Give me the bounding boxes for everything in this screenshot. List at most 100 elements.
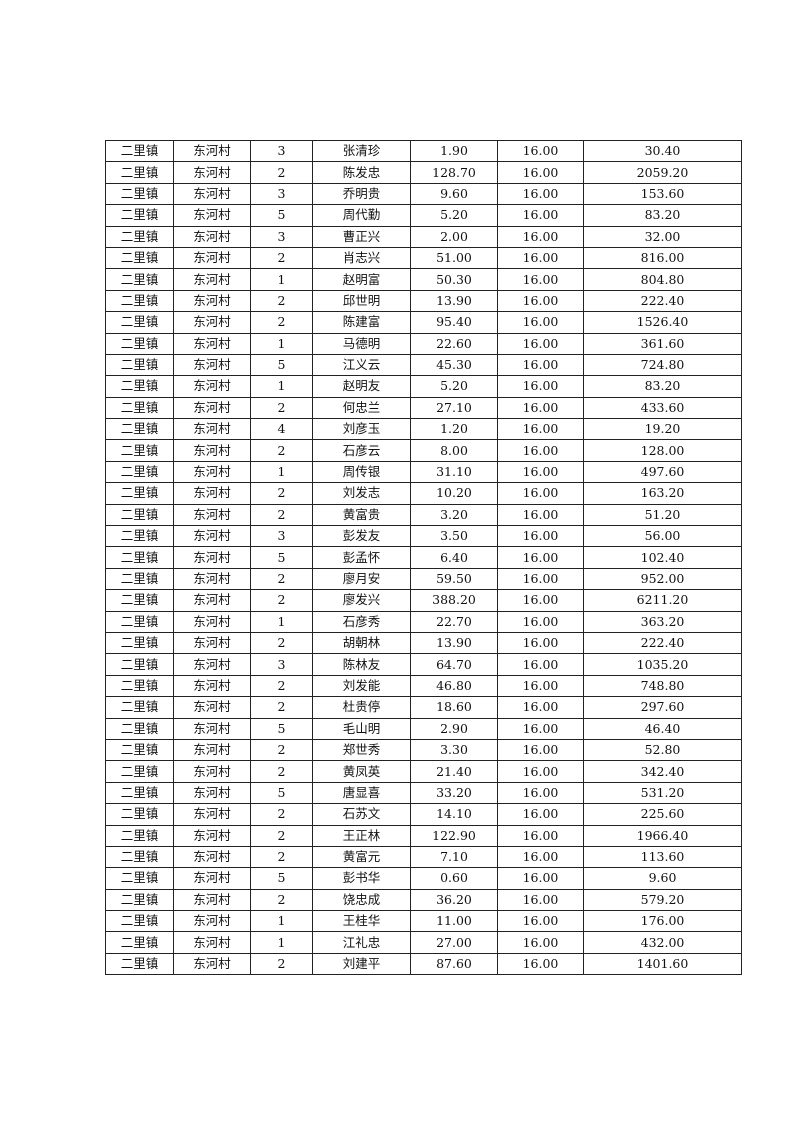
cell-quantity: 13.90 (410, 631, 498, 655)
cell-unit-price: 16.00 (497, 631, 584, 655)
cell-village: 东河村 (173, 910, 251, 933)
cell-quantity: 27.10 (410, 396, 498, 420)
cell-quantity: 3.30 (410, 738, 498, 762)
cell-unit-price: 16.00 (497, 760, 584, 783)
cell-unit-price: 16.00 (497, 589, 584, 612)
cell-unit-price: 16.00 (497, 353, 584, 377)
cell-group: 1 (250, 268, 313, 291)
cell-unit-price: 16.00 (497, 311, 584, 334)
cell-quantity: 7.10 (410, 845, 498, 869)
cell-amount: 51.20 (583, 503, 742, 527)
cell-quantity: 59.50 (410, 567, 498, 591)
cell-village: 东河村 (173, 888, 251, 912)
cell-village: 东河村 (173, 546, 251, 569)
cell-quantity: 14.10 (410, 803, 498, 826)
cell-name: 周传银 (312, 460, 411, 484)
cell-amount: 297.60 (583, 696, 742, 719)
cell-unit-price: 16.00 (497, 439, 584, 462)
cell-quantity: 122.90 (410, 824, 498, 847)
cell-name: 唐显喜 (312, 781, 411, 805)
cell-amount: 225.60 (583, 803, 742, 826)
table-row: 二里镇 东河村 3 张清珍 1.90 16.00 30.40 (105, 139, 742, 163)
cell-name: 彭孟怀 (312, 546, 411, 569)
cell-name: 毛山明 (312, 717, 411, 740)
table-row: 二里镇 东河村 5 毛山明 2.90 16.00 46.40 (105, 717, 742, 740)
cell-quantity: 33.20 (410, 781, 498, 805)
cell-group: 2 (250, 824, 313, 847)
cell-village: 东河村 (173, 845, 251, 869)
cell-group: 1 (250, 375, 313, 398)
table-row: 二里镇 东河村 3 曹正兴 2.00 16.00 32.00 (105, 225, 742, 248)
cell-village: 东河村 (173, 353, 251, 377)
cell-town: 二里镇 (105, 824, 174, 847)
table-row: 二里镇 东河村 2 郑世秀 3.30 16.00 52.80 (105, 738, 742, 762)
cell-unit-price: 16.00 (497, 696, 584, 719)
cell-quantity: 10.20 (410, 482, 498, 505)
cell-group: 2 (250, 311, 313, 334)
cell-group: 2 (250, 567, 313, 591)
cell-village: 东河村 (173, 396, 251, 420)
cell-unit-price: 16.00 (497, 738, 584, 762)
cell-name: 陈建富 (312, 311, 411, 334)
cell-village: 东河村 (173, 867, 251, 890)
cell-amount: 724.80 (583, 353, 742, 377)
cell-unit-price: 16.00 (497, 845, 584, 869)
cell-group: 2 (250, 589, 313, 612)
table-row: 二里镇 东河村 2 廖月安 59.50 16.00 952.00 (105, 567, 742, 591)
cell-name: 赵明富 (312, 268, 411, 291)
cell-unit-price: 16.00 (497, 546, 584, 569)
cell-name: 王桂华 (312, 910, 411, 933)
cell-quantity: 46.80 (410, 674, 498, 698)
table-row: 二里镇 东河村 3 彭发友 3.50 16.00 56.00 (105, 525, 742, 548)
table-row: 二里镇 东河村 2 王正林 122.90 16.00 1966.40 (105, 824, 742, 847)
cell-village: 东河村 (173, 781, 251, 805)
cell-amount: 32.00 (583, 225, 742, 248)
table-row: 二里镇 东河村 1 赵明友 5.20 16.00 83.20 (105, 375, 742, 398)
cell-village: 东河村 (173, 418, 251, 441)
cell-name: 赵明友 (312, 375, 411, 398)
cell-town: 二里镇 (105, 375, 174, 398)
cell-name: 陈发忠 (312, 161, 411, 184)
cell-name: 陈林友 (312, 653, 411, 676)
cell-amount: 6211.20 (583, 589, 742, 612)
table-row: 二里镇 东河村 1 王桂华 11.00 16.00 176.00 (105, 910, 742, 933)
table-row: 二里镇 东河村 2 胡朝林 13.90 16.00 222.40 (105, 631, 742, 655)
table-row: 二里镇 东河村 2 杜贵停 18.60 16.00 297.60 (105, 696, 742, 719)
cell-unit-price: 16.00 (497, 396, 584, 420)
cell-village: 东河村 (173, 610, 251, 633)
cell-amount: 433.60 (583, 396, 742, 420)
cell-group: 3 (250, 182, 313, 206)
cell-unit-price: 16.00 (497, 289, 584, 313)
cell-group: 1 (250, 610, 313, 633)
cell-town: 二里镇 (105, 525, 174, 548)
cell-town: 二里镇 (105, 567, 174, 591)
cell-group: 3 (250, 139, 313, 163)
cell-amount: 1526.40 (583, 311, 742, 334)
cell-name: 曹正兴 (312, 225, 411, 248)
table-row: 二里镇 东河村 2 陈建富 95.40 16.00 1526.40 (105, 311, 742, 334)
cell-unit-price: 16.00 (497, 717, 584, 740)
cell-town: 二里镇 (105, 503, 174, 527)
cell-name: 肖志兴 (312, 246, 411, 270)
cell-amount: 19.20 (583, 418, 742, 441)
cell-town: 二里镇 (105, 781, 174, 805)
cell-amount: 804.80 (583, 268, 742, 291)
cell-town: 二里镇 (105, 246, 174, 270)
cell-quantity: 13.90 (410, 289, 498, 313)
cell-amount: 83.20 (583, 375, 742, 398)
cell-town: 二里镇 (105, 332, 174, 355)
cell-name: 刘彦玉 (312, 418, 411, 441)
cell-group: 2 (250, 674, 313, 698)
cell-group: 5 (250, 546, 313, 569)
cell-name: 石彦秀 (312, 610, 411, 633)
cell-amount: 9.60 (583, 867, 742, 890)
cell-quantity: 50.30 (410, 268, 498, 291)
table-row: 二里镇 东河村 3 乔明贵 9.60 16.00 153.60 (105, 182, 742, 206)
cell-town: 二里镇 (105, 289, 174, 313)
cell-town: 二里镇 (105, 161, 174, 184)
cell-amount: 113.60 (583, 845, 742, 869)
cell-unit-price: 16.00 (497, 503, 584, 527)
table-row: 二里镇 东河村 5 彭孟怀 6.40 16.00 102.40 (105, 546, 742, 569)
cell-name: 黄富元 (312, 845, 411, 869)
table-row: 二里镇 东河村 1 江礼忠 27.00 16.00 432.00 (105, 931, 742, 954)
